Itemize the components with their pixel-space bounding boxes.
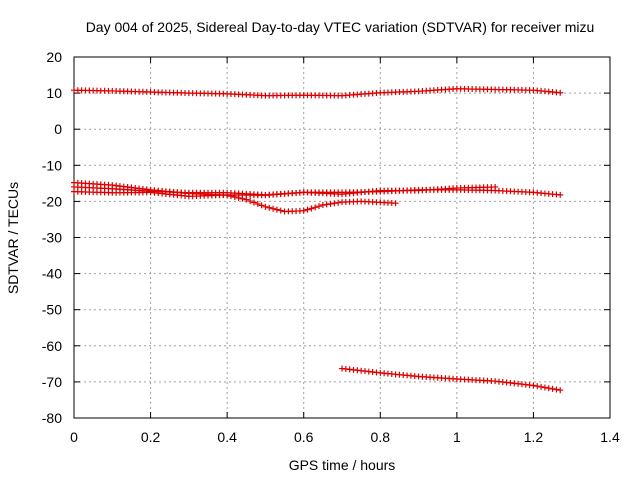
series-sat-b (71, 183, 564, 198)
data-point (273, 206, 280, 213)
y-tick-label: -30 (42, 230, 62, 246)
data-point (247, 198, 254, 205)
data-point (250, 199, 257, 206)
data-point (304, 206, 311, 213)
y-axis-label: SDTVAR / TECUs (5, 182, 21, 294)
data-point (258, 202, 265, 209)
y-tick-label: -40 (42, 266, 62, 282)
x-tick-label: 1.2 (524, 429, 544, 445)
y-tick-label: -60 (42, 338, 62, 354)
data-point (549, 385, 556, 392)
x-tick-label: 0.2 (141, 429, 161, 445)
data-point (262, 203, 269, 210)
data-point (270, 205, 277, 212)
x-tick-label: 0.8 (371, 429, 391, 445)
y-tick-label: -80 (42, 410, 62, 426)
data-point (277, 207, 284, 214)
y-tick-label: -50 (42, 302, 62, 318)
chart-title: Day 004 of 2025, Sidereal Day-to-day VTE… (86, 19, 595, 35)
data-point (557, 191, 564, 198)
series-sat-d (71, 183, 499, 200)
x-tick-label: 0.4 (217, 429, 237, 445)
axis-ticks: 0 0.2 0.4 0.6 0.8 1 1.2 1.4 20 10 0 -10 -20 -30 -40 -50… (42, 49, 620, 445)
y-tick-label: 0 (54, 121, 62, 137)
x-tick-label: 0.6 (294, 429, 314, 445)
data-point (553, 386, 560, 393)
grid (74, 57, 610, 418)
data-point (254, 200, 261, 207)
data-point (557, 387, 564, 394)
series-sat-e (339, 365, 564, 394)
data-point (492, 183, 499, 190)
data-point (538, 383, 545, 390)
data-point (266, 204, 273, 211)
data-point (541, 384, 548, 391)
data-point (316, 203, 323, 210)
y-tick-label: -20 (42, 193, 62, 209)
y-tick-label: 20 (46, 49, 62, 65)
data-points (71, 85, 564, 394)
data-point (300, 207, 307, 214)
data-point (392, 200, 399, 207)
x-tick-label: 1 (453, 429, 461, 445)
data-point (557, 89, 564, 96)
data-point (530, 382, 537, 389)
data-point (545, 385, 552, 392)
y-tick-label: -70 (42, 374, 62, 390)
data-point (308, 205, 315, 212)
data-point (312, 204, 319, 211)
y-tick-label: 10 (46, 85, 62, 101)
series-sat-a (71, 85, 564, 99)
x-tick-label: 1.4 (600, 429, 620, 445)
x-axis-label: GPS time / hours (289, 457, 396, 473)
data-point (534, 383, 541, 390)
x-tick-label: 0 (70, 429, 78, 445)
y-tick-label: -10 (42, 157, 62, 173)
